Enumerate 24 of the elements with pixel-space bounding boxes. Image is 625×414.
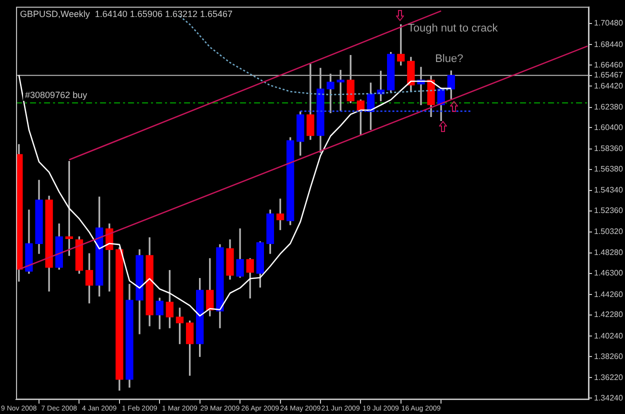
y-tick-label: 1.36220 bbox=[594, 372, 624, 382]
y-tick-label: 1.44260 bbox=[594, 290, 624, 299]
y-tick-label: 1.48280 bbox=[594, 248, 624, 258]
y-tick-label: 1.52360 bbox=[594, 206, 624, 216]
y-tick-label: 1.50320 bbox=[594, 227, 624, 236]
y-tick-label: 1.60400 bbox=[594, 122, 624, 132]
y-tick-label: 1.46300 bbox=[594, 268, 624, 278]
ref-line-label: #30809762 buy bbox=[25, 90, 88, 100]
y-tick-label: 1.62380 bbox=[594, 102, 624, 112]
y-tick-label: 1.68440 bbox=[594, 40, 624, 49]
y-tick-label: 1.65467 bbox=[594, 70, 624, 80]
y-tick-label: 1.56380 bbox=[594, 164, 624, 174]
y-tick-label: 1.40240 bbox=[594, 331, 624, 340]
y-tick-label: 1.34240 bbox=[594, 393, 624, 402]
annotation: Blue? bbox=[435, 52, 464, 65]
y-tick-label: 1.38260 bbox=[594, 352, 624, 361]
y-tick-label: 1.54340 bbox=[594, 186, 624, 195]
chart-title: GBPUSD,Weekly 1.64140 1.65906 1.63212 1.65467 bbox=[20, 8, 233, 19]
y-tick-label: 1.70480 bbox=[594, 18, 624, 28]
annotation: Tough nut to crack bbox=[408, 22, 498, 35]
y-tick-label: 1.58360 bbox=[594, 144, 624, 154]
y-tick-label: 1.64420 bbox=[594, 81, 624, 90]
y-tick-label: 1.66460 bbox=[594, 60, 624, 70]
y-tick-label: 1.42280 bbox=[594, 310, 624, 320]
